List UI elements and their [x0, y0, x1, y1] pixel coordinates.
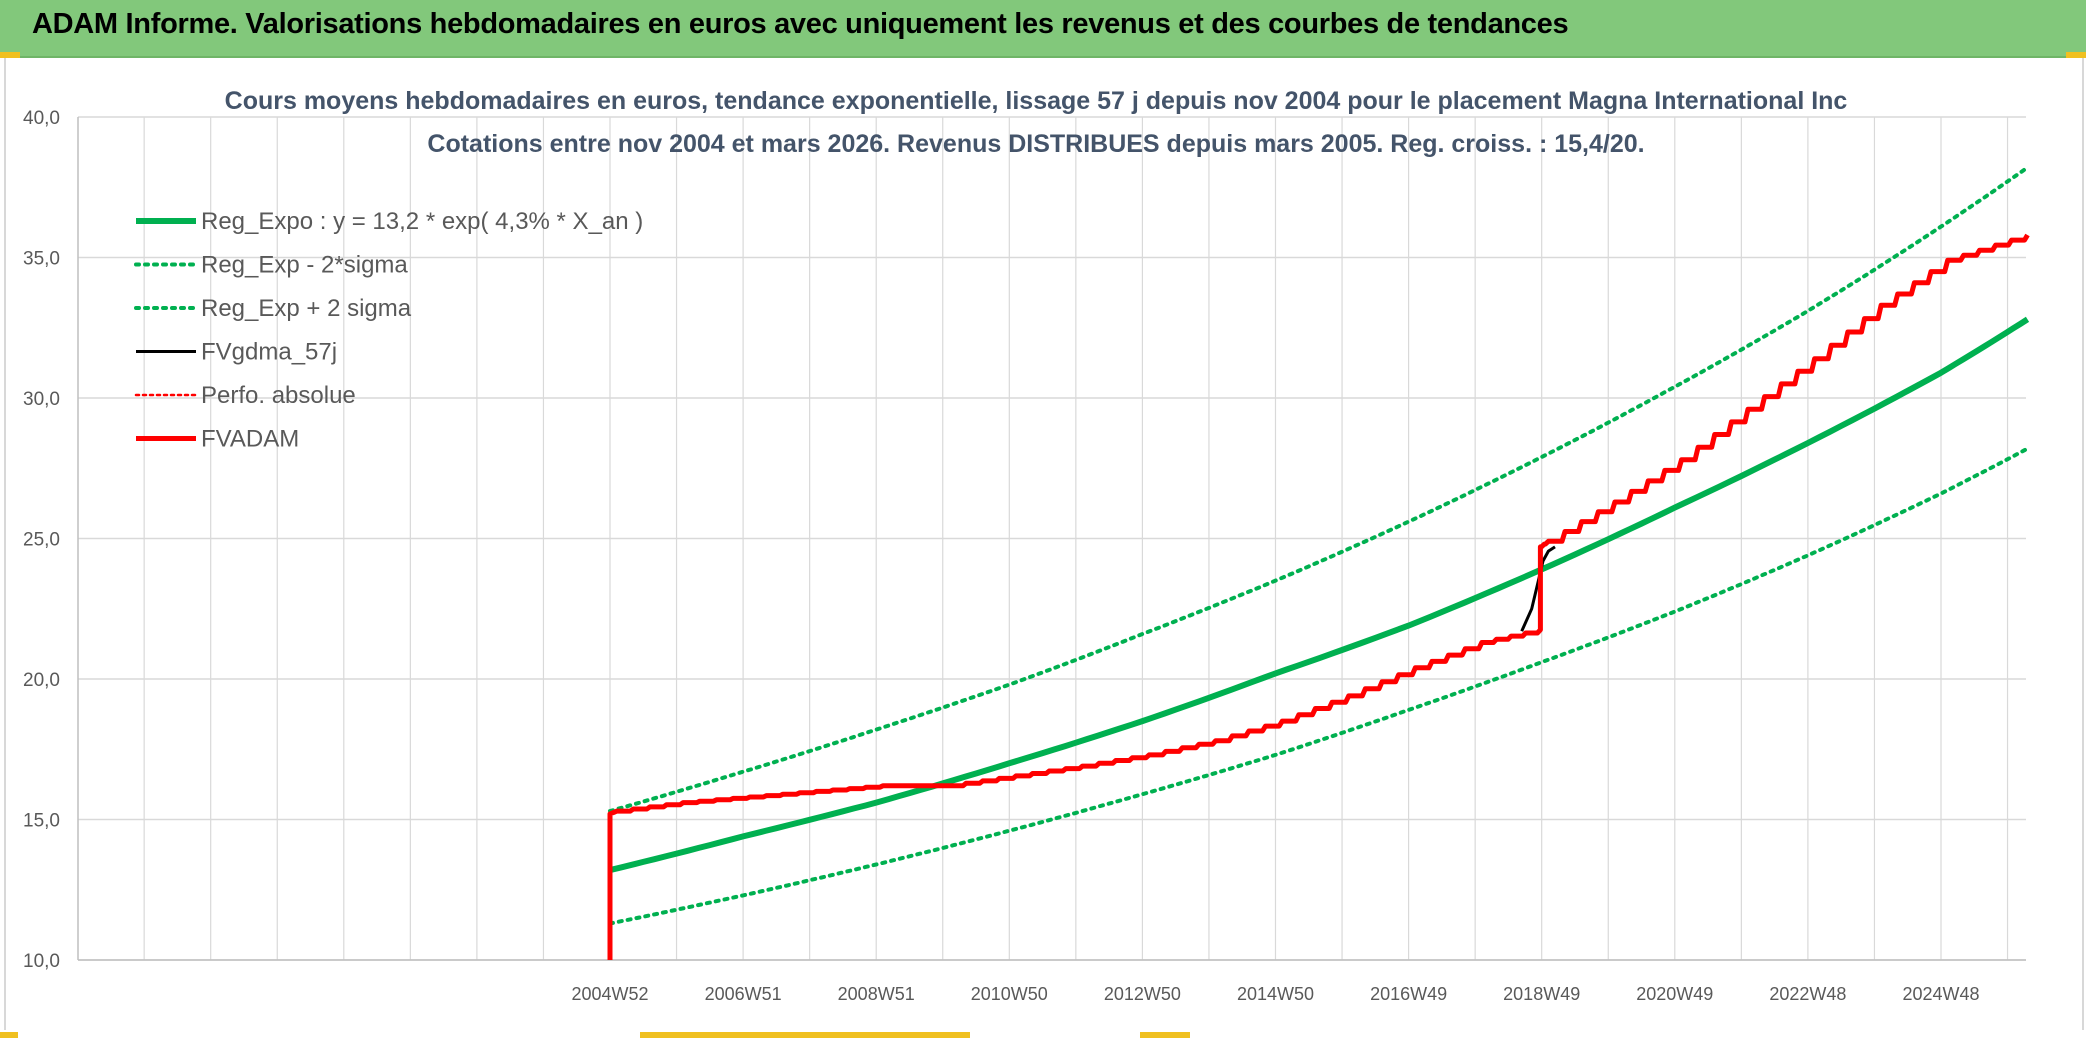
y-tick-label: 15,0	[23, 811, 60, 832]
x-tick-label: 2014W50	[1237, 984, 1314, 1004]
y-tick-label: 10,0	[23, 951, 60, 972]
x-tick-label: 2016W49	[1370, 984, 1447, 1004]
legend: Reg_Expo : y = 13,2 * exp( 4,3% * X_an )…	[134, 208, 643, 453]
grid-layer	[78, 116, 2026, 961]
legend-item: FVADAM	[136, 426, 299, 453]
reg-exp-minus-2sigma-line	[608, 446, 2030, 926]
corner-mark-left	[0, 52, 20, 58]
strip-segment	[0, 1032, 18, 1038]
x-tick-label: 2022W48	[1769, 984, 1846, 1004]
y-tick-label: 20,0	[23, 670, 60, 691]
legend-label: Perfo. absolue	[201, 382, 356, 409]
chart-frame	[4, 58, 2084, 1030]
legend-label: Reg_Exp + 2 sigma	[201, 295, 412, 322]
chart-title-line-2: Cotations entre nov 2004 et mars 2026. R…	[427, 130, 1644, 158]
x-tick-label: 2024W48	[1902, 984, 1979, 1004]
chart-title-line-1: Cours moyens hebdomadaires en euros, ten…	[225, 87, 1848, 115]
strip-segment	[1140, 1032, 1190, 1038]
legend-item: Perfo. absolue	[134, 382, 356, 409]
x-tick-label: 2010W50	[971, 984, 1048, 1004]
series-layer	[607, 165, 2030, 960]
axis-layer: 10,0 15,0 20,0 25,0 30,0 35,0 40,0 2004W52 2006W…	[23, 108, 2026, 1004]
reg-exp-plus-2sigma-line	[608, 165, 2030, 814]
strip-segment	[640, 1032, 970, 1038]
reg-expo-line	[609, 316, 2030, 874]
x-tick-label: 2004W52	[571, 984, 648, 1004]
legend-item: Reg_Exp - 2*sigma	[134, 252, 408, 279]
fvadam-line	[607, 233, 2030, 960]
x-tick-label: 2020W49	[1636, 984, 1713, 1004]
bottom-strip	[0, 1030, 2086, 1038]
legend-label: Reg_Expo : y = 13,2 * exp( 4,3% * X_an )	[201, 208, 643, 235]
report-title: ADAM Informe. Valorisations hebdomadaire…	[32, 8, 1569, 40]
chart-title-block: Cours moyens hebdomadaires en euros, ten…	[225, 87, 1848, 158]
y-tick-label: 30,0	[23, 389, 60, 410]
legend-item: FVgdma_57j	[136, 339, 337, 366]
legend-item: Reg_Exp + 2 sigma	[134, 295, 412, 322]
y-tick-label: 25,0	[23, 530, 60, 551]
report-banner: ADAM Informe. Valorisations hebdomadaire…	[0, 0, 2086, 58]
legend-label: FVADAM	[201, 426, 299, 453]
y-tick-label: 40,0	[23, 108, 60, 129]
legend-label: FVgdma_57j	[201, 339, 337, 366]
x-tick-label: 2006W51	[705, 984, 782, 1004]
x-tick-label: 2008W51	[838, 984, 915, 1004]
y-tick-label: 35,0	[23, 249, 60, 270]
x-tick-label: 2012W50	[1104, 984, 1181, 1004]
legend-item: Reg_Expo : y = 13,2 * exp( 4,3% * X_an )	[136, 208, 643, 235]
x-tick-label: 2018W49	[1503, 984, 1580, 1004]
legend-label: Reg_Exp - 2*sigma	[201, 252, 408, 279]
corner-mark-right	[2066, 52, 2086, 58]
